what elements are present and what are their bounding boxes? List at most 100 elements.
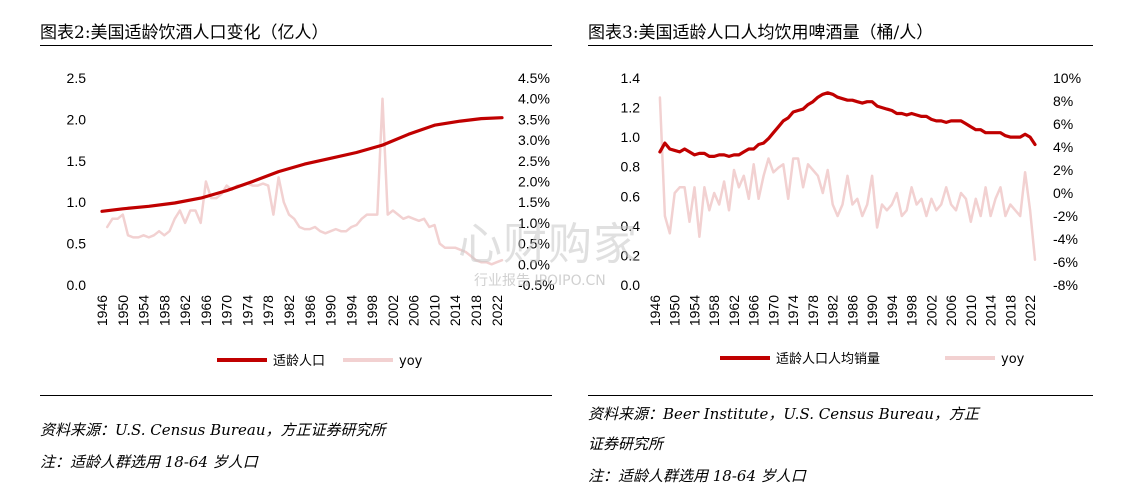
right-axis-tick-label: 0.5% (518, 236, 550, 252)
x-axis-tick-label: 1958 (156, 295, 172, 326)
right-axis-tick-label: -4% (1053, 231, 1078, 247)
figure-2-panel: 图表2:美国适龄饮酒人口变化（亿人） 0.0 0.5 1.0 1.5 2.0 2.5 -0.… (40, 23, 555, 471)
x-axis-tick-label: 1986 (302, 295, 318, 326)
x-axis-tick-label: 2006 (406, 295, 422, 326)
x-axis-tick-label: 2022 (1022, 295, 1038, 326)
right-axis-tick-label: 2.0% (518, 174, 550, 190)
left-axis-tick-label: 1.4 (621, 70, 641, 86)
right-axis-tick-label: 8% (1053, 93, 1073, 109)
figure-3-source-line-1: 资料来源：Beer Institute，U.S. Census Bureau，方… (588, 405, 979, 423)
right-axis-tick-label: -8% (1053, 277, 1078, 293)
right-axis-tick-label: 4.0% (518, 91, 550, 107)
figure-3-chart: 0.0 0.2 0.4 0.6 0.8 1.0 1.2 1.4 -8% -6% -4% -2% 0% 2%… (621, 70, 1082, 367)
left-axis-tick-label: 0.0 (621, 277, 641, 293)
x-axis-tick-label: 1970 (765, 295, 781, 326)
left-axis-tick-label: 0.5 (67, 236, 87, 252)
x-axis-tick-label: 1954 (136, 295, 152, 326)
x-axis-tick-label: 1994 (884, 295, 900, 326)
right-axis-tick-label: 2.5% (518, 153, 550, 169)
x-axis-tick-label: 2018 (468, 295, 484, 326)
x-axis-tick-label: 2002 (923, 295, 939, 326)
series-line-main (658, 91, 1037, 158)
x-axis-tick-label: 1986 (844, 295, 860, 326)
left-axis-tick-label: 1.0 (67, 194, 87, 210)
left-axis-tick-label: 1.0 (621, 129, 641, 145)
x-axis-tick-label: 2002 (385, 295, 401, 326)
x-axis-tick-label: 1958 (706, 295, 722, 326)
figure-3-panel: 图表3:美国适龄人口人均饮用啤酒量（桶/人） 0.0 0.2 0.4 0.6 0.8 1.… (565, 0, 1130, 502)
x-axis-tick-label: 1990 (864, 295, 880, 326)
x-axis-tick-label: 1950 (667, 295, 683, 326)
figure-3-source-line-2: 证券研究所 (588, 435, 664, 453)
right-axis-tick-label: -6% (1053, 254, 1078, 270)
x-axis-tick-label: 2022 (489, 295, 505, 326)
figure-2-top-rule (40, 45, 552, 46)
right-axis-tick-label: 4% (1053, 139, 1073, 155)
x-axis-tick-label: 1974 (239, 295, 255, 326)
figure-2-note: 注：适龄人群选用 18-64 岁人口 (40, 453, 258, 471)
left-axis-tick-label: 1.5 (67, 153, 87, 169)
x-axis-tick-label: 2010 (963, 295, 979, 326)
x-axis-tick-label: 1966 (746, 295, 762, 326)
series-line-yoy (658, 96, 1037, 261)
x-axis-tick-label: 1946 (647, 295, 663, 326)
right-axis-tick-label: 0% (1053, 185, 1073, 201)
right-axis-tick-label: 6% (1053, 116, 1073, 132)
left-axis-tick-label: 0.8 (621, 159, 641, 175)
x-axis-tick-label: 1966 (198, 295, 214, 326)
figure-3-note: 注：适龄人群选用 18-64 岁人口 (588, 467, 806, 485)
legend-label-main: 适龄人口人均销量 (776, 352, 880, 367)
right-axis-tick-label: 3.0% (518, 132, 550, 148)
left-axis-tick-label: 0.6 (621, 188, 641, 204)
left-axis-tick-label: 2.0 (67, 111, 87, 127)
right-axis-tick-label: 1.5% (518, 194, 550, 210)
x-axis-tick-label: 1982 (281, 295, 297, 326)
right-axis-tick-label: 1.0% (518, 215, 550, 231)
left-axis-tick-label: 0.2 (621, 247, 641, 263)
x-axis-tick-label: 1954 (686, 295, 702, 326)
x-axis-tick-label: 2018 (1002, 295, 1018, 326)
left-axis-tick-label: 0.0 (67, 277, 87, 293)
x-axis-tick-label: 1982 (825, 295, 841, 326)
figure-2-bottom-rule (40, 395, 552, 396)
left-axis-tick-label: 1.2 (621, 100, 641, 116)
right-axis-tick-label: 2% (1053, 162, 1073, 178)
watermark-subtext: 行业报告 IPOIPO.CN (474, 273, 606, 289)
x-axis-tick-label: 1962 (726, 295, 742, 326)
left-axis-tick-label: 0.4 (621, 218, 641, 234)
series-line-main (100, 116, 504, 213)
figure-3-top-rule (588, 45, 1093, 46)
x-axis-tick-label: 1990 (323, 295, 339, 326)
right-axis-tick-label: 3.5% (518, 111, 550, 127)
series-line-yoy (105, 97, 504, 266)
right-axis-tick-label: -0.5% (518, 277, 555, 293)
x-axis-tick-label: 1974 (785, 295, 801, 326)
right-axis-tick-label: 10% (1053, 70, 1081, 86)
watermark-logo-text: 心财购家 (458, 219, 638, 270)
legend-label-main: 适龄人口 (273, 354, 325, 369)
legend-label-yoy: yoy (399, 354, 423, 369)
x-axis-tick-label: 1978 (805, 295, 821, 326)
figure-2-title: 图表2:美国适龄饮酒人口变化（亿人） (40, 23, 329, 43)
x-axis-tick-label: 1962 (177, 295, 193, 326)
x-axis-tick-label: 1946 (94, 295, 110, 326)
x-axis-tick-label: 2014 (983, 295, 999, 326)
x-axis-tick-label: 1998 (364, 295, 380, 326)
x-axis-tick-label: 1970 (219, 295, 235, 326)
right-axis-tick-label: 4.5% (518, 70, 550, 86)
x-axis-tick-label: 1994 (343, 295, 359, 326)
figure-2-chart: 0.0 0.5 1.0 1.5 2.0 2.5 -0.5% 0.0% 0.5% 1.0% 1.5% 2… (67, 70, 555, 369)
legend-label-yoy: yoy (1001, 352, 1025, 367)
x-axis-tick-label: 1998 (904, 295, 920, 326)
x-axis-tick-label: 2006 (943, 295, 959, 326)
x-axis-tick-label: 1978 (260, 295, 276, 326)
x-axis-tick-label: 2010 (426, 295, 442, 326)
right-axis-tick-label: -2% (1053, 208, 1078, 224)
x-axis-tick-label: 2014 (447, 295, 463, 326)
figure-3-bottom-rule (588, 395, 1093, 396)
right-axis-tick-label: 0.0% (518, 256, 550, 272)
left-axis-tick-label: 2.5 (67, 70, 87, 86)
x-axis-tick-label: 1950 (115, 295, 131, 326)
figure-2-source: 资料来源：U.S. Census Bureau，方正证券研究所 (40, 421, 386, 439)
figure-3-title: 图表3:美国适龄人口人均饮用啤酒量（桶/人） (588, 23, 934, 43)
